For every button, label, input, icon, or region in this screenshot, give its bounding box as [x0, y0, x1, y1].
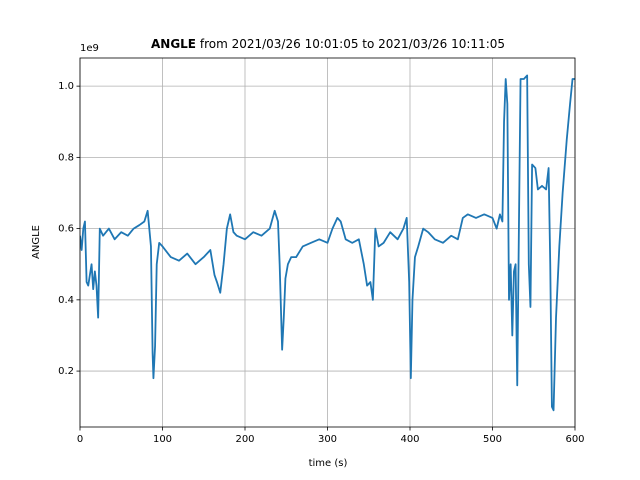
- title-rest: from 2021/03/26 10:01:05 to 2021/03/26 1…: [200, 37, 505, 51]
- title-bold: ANGLE: [151, 37, 196, 51]
- x-tick-label: 300: [318, 434, 337, 445]
- chart-title: ANGLE from 2021/03/26 10:01:05 to 2021/0…: [151, 37, 505, 51]
- y-tick-label: 0.4: [58, 295, 74, 306]
- y-axis-label: ANGLE: [31, 225, 42, 259]
- x-axis-label: time (s): [309, 458, 348, 469]
- plot-frame: [79, 57, 576, 428]
- y-tick-label: 1.0: [58, 81, 74, 92]
- y-tick-label: 0.6: [58, 224, 74, 235]
- x-tick-label: 600: [565, 434, 584, 445]
- x-tick-label: 500: [483, 434, 502, 445]
- x-tick-label: 0: [77, 434, 83, 445]
- y-tick-label: 0.2: [58, 366, 74, 377]
- x-tick-label: 100: [153, 434, 172, 445]
- y-tick-label: 0.8: [58, 152, 74, 163]
- y-offset-label: 1e9: [80, 43, 99, 54]
- x-tick-label: 200: [235, 434, 254, 445]
- x-tick-label: 400: [400, 434, 419, 445]
- data-line: [80, 74, 575, 412]
